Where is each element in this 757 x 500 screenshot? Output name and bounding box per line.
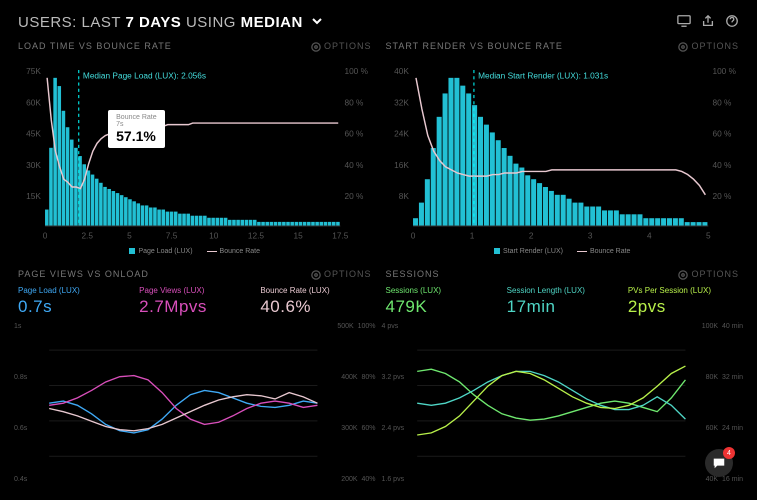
chart-title: SESSIONS [386,269,440,279]
metric-value: 2pvs [628,297,739,317]
svg-text:60 %: 60 % [344,128,364,138]
svg-text:Median Page Load (LUX): 2.056s: Median Page Load (LUX): 2.056s [83,70,206,80]
svg-text:8K: 8K [398,191,409,201]
chart-load-vs-bounce: LOAD TIME VS BOUNCE RATE OPTIONS 75K 60K 4… [18,41,372,255]
svg-text:100 %: 100 % [344,66,368,76]
chart-title: PAGE VIEWS VS ONLOAD [18,269,149,279]
svg-text:15: 15 [294,230,304,240]
svg-text:80 %: 80 % [344,97,364,107]
monitor-icon[interactable] [677,14,691,31]
svg-text:60K: 60K [26,97,41,107]
svg-text:5: 5 [127,230,132,240]
svg-text:16K: 16K [394,159,409,169]
svg-text:Median Start Render (LUX): 1.0: Median Start Render (LUX): 1.031s [478,70,608,80]
metric-value: 40.6% [260,297,371,317]
chart-title: START RENDER VS BOUNCE RATE [386,41,563,51]
svg-text:15K: 15K [26,191,41,201]
svg-text:0: 0 [410,230,415,240]
chevron-down-icon [311,14,323,31]
metric-value: 0.7s [18,297,129,317]
svg-text:75K: 75K [26,66,41,76]
options-button[interactable]: OPTIONS [311,269,372,280]
metric-card: PVs Per Session (LUX) 2pvs [628,286,739,317]
options-button[interactable]: OPTIONS [678,269,739,280]
svg-text:60 %: 60 % [712,128,732,138]
svg-text:12.5: 12.5 [248,230,265,240]
chat-fab[interactable]: 4 [705,449,733,477]
options-button[interactable]: OPTIONS [311,41,372,52]
svg-text:100 %: 100 % [712,66,736,76]
metric-card: Sessions (LUX) 479K [386,286,497,317]
svg-text:3: 3 [587,230,592,240]
options-button[interactable]: OPTIONS [678,41,739,52]
svg-text:40 %: 40 % [712,159,732,169]
metric-card: Session Length (LUX) 17min [507,286,618,317]
svg-text:1: 1 [469,230,474,240]
svg-text:0: 0 [43,230,48,240]
svg-text:7.5: 7.5 [166,230,178,240]
metric-label: Page Views (LUX) [139,286,250,295]
metric-card: Page Views (LUX) 2.7Mpvs [139,286,250,317]
svg-text:17.5: 17.5 [332,230,349,240]
metric-label: Bounce Rate (LUX) [260,286,371,295]
metric-value: 2.7Mpvs [139,297,250,317]
svg-text:2: 2 [528,230,533,240]
svg-text:2.5: 2.5 [81,230,93,240]
help-icon[interactable] [725,14,739,31]
metric-label: Page Load (LUX) [18,286,129,295]
svg-text:40K: 40K [394,66,409,76]
chart-title: LOAD TIME VS BOUNCE RATE [18,41,172,51]
svg-text:80 %: 80 % [712,97,732,107]
metric-label: PVs Per Session (LUX) [628,286,739,295]
metric-value: 17min [507,297,618,317]
chart-sessions: SESSIONS OPTIONS Sessions (LUX) 479K Ses… [386,269,740,483]
metric-card: Bounce Rate (LUX) 40.6% [260,286,371,317]
metric-card: Page Load (LUX) 0.7s [18,286,129,317]
svg-text:45K: 45K [26,128,41,138]
svg-text:10: 10 [209,230,219,240]
chart-legend: Start Render (LUX) Bounce Rate [386,248,740,255]
share-icon[interactable] [701,14,715,31]
svg-text:30K: 30K [26,159,41,169]
metric-label: Session Length (LUX) [507,286,618,295]
svg-text:24K: 24K [394,128,409,138]
svg-text:5: 5 [705,230,710,240]
chart-legend: Page Load (LUX) Bounce Rate [18,248,372,255]
svg-text:32K: 32K [394,97,409,107]
notification-badge: 4 [723,447,735,459]
chart-pageviews-onload: PAGE VIEWS VS ONLOAD OPTIONS Page Load (… [18,269,372,483]
metric-value: 479K [386,297,497,317]
svg-text:20 %: 20 % [712,191,732,201]
svg-text:20 %: 20 % [344,191,364,201]
svg-text:4: 4 [646,230,651,240]
svg-text:40 %: 40 % [344,159,364,169]
page-title[interactable]: USERS: LAST 7 DAYS USING MEDIAN [18,14,323,31]
chart-render-vs-bounce: START RENDER VS BOUNCE RATE OPTIONS 40K 3… [386,41,740,255]
metric-label: Sessions (LUX) [386,286,497,295]
